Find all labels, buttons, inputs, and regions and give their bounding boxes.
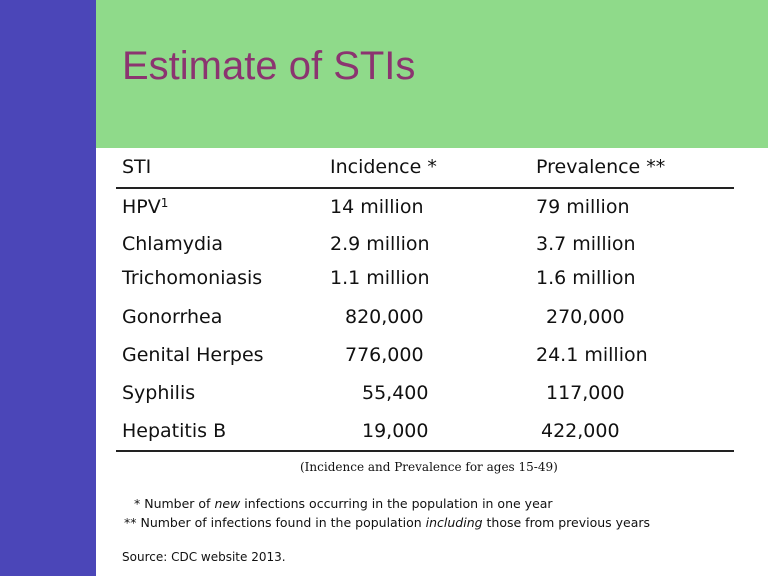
table-row-sti: Syphilis — [122, 382, 196, 404]
table-row-sti: Gonorrhea — [122, 306, 223, 328]
table-row-sti: Hepatitis B — [122, 420, 227, 442]
table-row-incidence: 55,400 — [362, 382, 429, 404]
table-row-incidence: 14 million — [330, 196, 424, 218]
header-incidence: Incidence * — [330, 156, 437, 178]
header-band — [96, 0, 768, 148]
footnote-prevalence-prefix: ** Number of infections found in the pop… — [124, 515, 426, 530]
table-row-sti: Trichomoniasis — [122, 267, 263, 289]
header-rule — [116, 187, 734, 189]
table-row-sti: Chlamydia — [122, 233, 223, 255]
table-row-prevalence: 79 million — [536, 196, 630, 218]
table-row-incidence: 820,000 — [345, 306, 424, 328]
table-row-incidence: 19,000 — [362, 420, 429, 442]
table-row-incidence: 1.1 million — [330, 267, 430, 289]
footnote-incidence: * Number of new infections occurring in … — [134, 496, 553, 511]
table-row-sti: Genital Herpes — [122, 344, 264, 366]
source-citation: Source: CDC website 2013. — [122, 550, 286, 564]
table-row-prevalence: 270,000 — [546, 306, 625, 328]
footnote-incidence-prefix: * Number of — [134, 496, 215, 511]
sti-name: HPV — [122, 196, 161, 218]
footnote-prevalence: ** Number of infections found in the pop… — [124, 515, 650, 530]
age-range-note: (Incidence and Prevalence for ages 15-49… — [300, 460, 558, 474]
footnote-incidence-suffix: infections occurring in the population i… — [240, 496, 553, 511]
footnote-marker: 1 — [160, 196, 169, 210]
header-sti: STI — [122, 156, 152, 178]
header-prevalence: Prevalence ** — [536, 156, 666, 178]
table-row-incidence: 2.9 million — [330, 233, 430, 255]
footnote-prevalence-suffix: those from previous years — [482, 515, 651, 530]
table-row-prevalence: 117,000 — [546, 382, 625, 404]
table-row-incidence: 776,000 — [345, 344, 424, 366]
footnote-prevalence-emphasis: including — [425, 515, 483, 530]
table-row-sti: HPV1 — [122, 196, 168, 218]
left-sidebar-band — [0, 0, 96, 576]
table-bottom-rule — [116, 450, 734, 452]
footnote-incidence-emphasis: new — [214, 496, 241, 511]
table-row-prevalence: 422,000 — [541, 420, 620, 442]
table-row-prevalence: 1.6 million — [536, 267, 636, 289]
table-row-prevalence: 3.7 million — [536, 233, 636, 255]
table-row-prevalence: 24.1 million — [536, 344, 648, 366]
slide-title: Estimate of STIs — [122, 44, 416, 88]
